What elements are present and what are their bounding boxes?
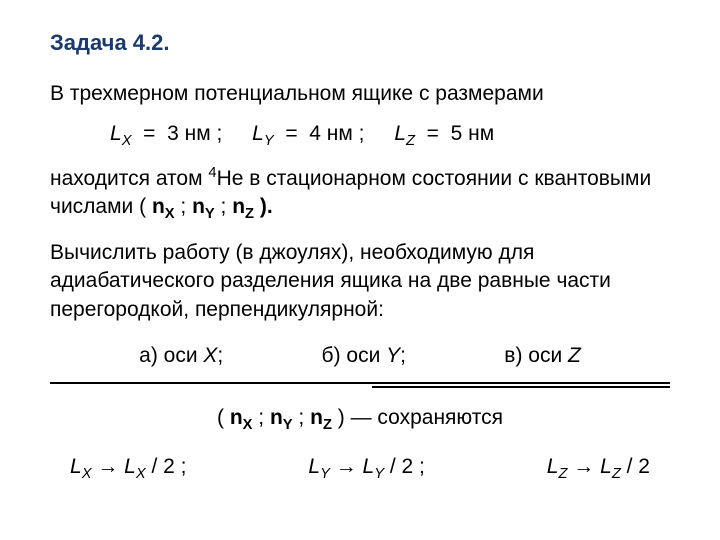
close-paren: ). bbox=[254, 195, 273, 218]
ty-L2: L bbox=[363, 455, 375, 478]
tz-L1: L bbox=[547, 455, 559, 478]
tz-sub2: Z bbox=[612, 466, 621, 482]
qn-nz-sub: Z bbox=[245, 206, 254, 222]
qn-sep1: ; bbox=[175, 195, 193, 218]
preserved-open: ( bbox=[217, 406, 230, 429]
qn-nz: nZ bbox=[232, 195, 254, 218]
option-a-axis: X bbox=[203, 344, 217, 367]
preserved-dash: — bbox=[345, 406, 378, 429]
preserved-nz-n: n bbox=[310, 406, 323, 429]
qn-nx-sub: X bbox=[165, 206, 175, 222]
preserved-text: сохраняются bbox=[377, 406, 503, 429]
preserved-close: ) bbox=[332, 406, 345, 429]
transform-z: LZ → LZ / 2 bbox=[547, 455, 650, 482]
tx-L2: L bbox=[124, 455, 136, 478]
dim-ly-label: L bbox=[252, 122, 264, 145]
tx-L1: L bbox=[70, 455, 82, 478]
tx-half: / 2 ; bbox=[146, 455, 187, 478]
preserved-nx-sub: X bbox=[243, 417, 253, 433]
ty-half: / 2 ; bbox=[384, 455, 425, 478]
option-c-prefix: в) оси bbox=[504, 344, 568, 367]
qn-nz-n: n bbox=[232, 195, 245, 218]
tx-sub1: X bbox=[82, 466, 92, 482]
isotope: He bbox=[217, 167, 244, 190]
dim-ly-val: 4 нм ; bbox=[309, 122, 364, 145]
preserved-nz: nZ bbox=[310, 406, 332, 429]
option-a-prefix: а) оси bbox=[139, 344, 203, 367]
preserved-nx: nX bbox=[230, 406, 253, 429]
tz-arrow: → bbox=[567, 455, 600, 478]
tz-half: / 2 bbox=[621, 455, 650, 478]
option-c-axis: Z bbox=[568, 344, 581, 367]
option-a: а) оси X; bbox=[139, 344, 223, 368]
dim-lx-label: L bbox=[110, 122, 122, 145]
qn-nx-n: n bbox=[152, 195, 165, 218]
isotope-sup: 4 bbox=[208, 165, 216, 181]
qn-ny-sub: Y bbox=[205, 206, 215, 222]
preserved-row: ( nX ; nY ; nZ ) — сохраняются bbox=[50, 406, 670, 433]
qn-sep2: ; bbox=[215, 195, 233, 218]
ty-L1: L bbox=[308, 455, 320, 478]
dim-lz-val: 5 нм bbox=[451, 122, 495, 145]
preserved-ny-sub: Y bbox=[283, 417, 293, 433]
dim-lz-label: L bbox=[394, 122, 406, 145]
paragraph-1: В трехмерном потенциальном ящике с разме… bbox=[50, 80, 670, 108]
qn-nx: nX bbox=[152, 195, 175, 218]
preserved-nx-n: n bbox=[230, 406, 243, 429]
ty-sub1: Y bbox=[320, 466, 330, 482]
dim-lz-sub: Z bbox=[406, 134, 415, 150]
dim-lx-eq: = bbox=[143, 122, 155, 145]
dim-lz-eq: = bbox=[427, 122, 439, 145]
para2-text-a: находится атом bbox=[50, 167, 208, 190]
preserved-nz-sub: Z bbox=[323, 417, 332, 433]
transform-x: LX → LX / 2 ; bbox=[70, 455, 187, 482]
preserved-ny-n: n bbox=[270, 406, 283, 429]
qn-ny: nY bbox=[192, 195, 215, 218]
dim-lx: LX = 3 нм ; bbox=[110, 122, 222, 149]
option-b-suffix: ; bbox=[400, 344, 406, 367]
ty-arrow: → bbox=[330, 455, 363, 478]
divider-2 bbox=[372, 386, 670, 388]
option-a-suffix: ; bbox=[217, 344, 223, 367]
options-row: а) оси X; б) оси Y; в) оси Z bbox=[50, 338, 670, 382]
transforms-row: LX → LX / 2 ; LY → LY / 2 ; LZ → LZ / 2 bbox=[50, 455, 670, 482]
preserved-sep2: ; bbox=[293, 406, 311, 429]
ty-sub2: Y bbox=[374, 466, 384, 482]
dimensions-row: LX = 3 нм ; LY = 4 нм ; LZ = 5 нм bbox=[50, 122, 670, 149]
tx-arrow: → bbox=[91, 455, 124, 478]
dim-ly: LY = 4 нм ; bbox=[252, 122, 364, 149]
option-b-axis: Y bbox=[386, 344, 400, 367]
preserved-ny: nY bbox=[270, 406, 293, 429]
divider-1 bbox=[50, 382, 670, 384]
paragraph-2: находится атом 4He в стационарном состоя… bbox=[50, 164, 670, 225]
dim-ly-sub: Y bbox=[264, 134, 274, 150]
transform-y: LY → LY / 2 ; bbox=[308, 455, 425, 482]
option-c: в) оси Z bbox=[504, 344, 581, 368]
qn-ny-n: n bbox=[192, 195, 205, 218]
tx-sub2: X bbox=[136, 466, 146, 482]
option-b: б) оси Y; bbox=[322, 344, 406, 368]
paragraph-3: Вычислить работу (в джоулях), необходиму… bbox=[50, 239, 670, 324]
dim-lz: LZ = 5 нм bbox=[394, 122, 494, 149]
dim-lx-val: 3 нм ; bbox=[167, 122, 222, 145]
option-b-prefix: б) оси bbox=[322, 344, 387, 367]
preserved-sep1: ; bbox=[252, 406, 270, 429]
dim-ly-eq: = bbox=[285, 122, 297, 145]
problem-title: Задача 4.2. bbox=[50, 30, 670, 56]
tz-L2: L bbox=[600, 455, 612, 478]
dim-lx-sub: X bbox=[122, 134, 132, 150]
